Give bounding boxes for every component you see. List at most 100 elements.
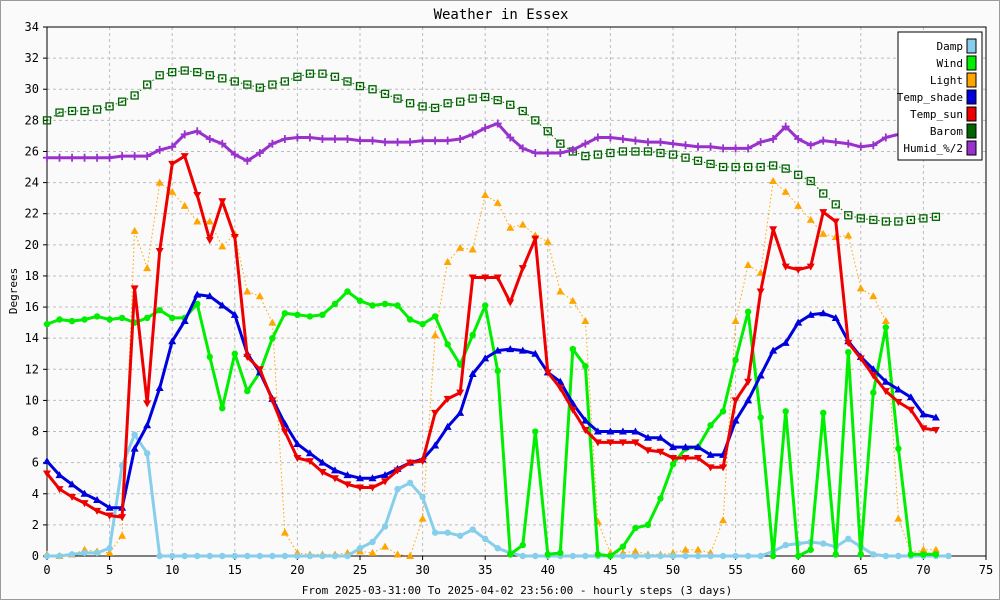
data-point bbox=[669, 461, 677, 468]
y-axis-label: Degrees bbox=[7, 268, 20, 314]
x-axis-label: From 2025-03-31:00 To 2025-04-02 23:56:0… bbox=[302, 584, 732, 597]
data-point bbox=[344, 552, 351, 560]
data-point bbox=[618, 147, 628, 156]
data-point-center bbox=[258, 86, 261, 89]
chart-title: Weather in Essex bbox=[434, 7, 569, 23]
data-point bbox=[168, 337, 177, 345]
data-point bbox=[318, 69, 327, 78]
data-point bbox=[180, 153, 189, 161]
data-point-center bbox=[634, 150, 637, 153]
data-point bbox=[431, 136, 440, 145]
data-point bbox=[657, 552, 664, 560]
data-point bbox=[593, 133, 602, 142]
data-point bbox=[205, 71, 214, 80]
data-point bbox=[456, 532, 464, 539]
data-point bbox=[681, 454, 690, 462]
data-point bbox=[143, 314, 151, 322]
data-point bbox=[493, 95, 502, 105]
legend-swatch bbox=[966, 55, 977, 71]
series-layer bbox=[42, 66, 952, 560]
legend-label: Damp bbox=[937, 40, 964, 53]
data-point-center bbox=[421, 105, 424, 108]
data-point bbox=[644, 552, 652, 560]
data-point bbox=[255, 149, 264, 158]
data-point bbox=[731, 416, 740, 424]
data-point-center bbox=[221, 77, 224, 80]
data-point bbox=[731, 162, 740, 172]
data-point bbox=[668, 150, 678, 159]
data-point bbox=[481, 191, 490, 199]
data-point bbox=[806, 141, 815, 150]
data-point bbox=[569, 552, 577, 560]
data-point bbox=[244, 387, 251, 395]
data-point bbox=[331, 552, 339, 560]
data-point bbox=[43, 470, 51, 478]
data-point bbox=[856, 284, 865, 292]
data-point bbox=[769, 346, 778, 354]
data-point bbox=[706, 450, 715, 458]
data-point bbox=[155, 248, 164, 256]
data-point bbox=[92, 105, 102, 114]
data-point bbox=[381, 138, 390, 147]
data-point bbox=[819, 189, 828, 198]
x-tick-label: 40 bbox=[541, 563, 555, 577]
data-point bbox=[832, 551, 839, 558]
data-point bbox=[456, 135, 465, 144]
data-point bbox=[706, 142, 715, 151]
data-point bbox=[431, 441, 440, 449]
data-point bbox=[831, 313, 840, 321]
data-point bbox=[343, 481, 352, 489]
data-point bbox=[844, 339, 853, 347]
series-line bbox=[46, 70, 936, 222]
data-point bbox=[118, 314, 126, 322]
data-point bbox=[180, 317, 189, 325]
legend-label: Temp_sun bbox=[910, 108, 963, 121]
data-point bbox=[656, 138, 665, 147]
data-point bbox=[143, 80, 152, 89]
data-point bbox=[506, 133, 515, 142]
data-point bbox=[794, 201, 803, 209]
data-point bbox=[305, 449, 314, 457]
data-point bbox=[356, 297, 364, 305]
data-point bbox=[193, 67, 202, 77]
data-point bbox=[118, 152, 127, 161]
data-point bbox=[418, 514, 427, 522]
data-point-center bbox=[396, 97, 399, 100]
data-point bbox=[493, 119, 502, 128]
data-point bbox=[305, 133, 314, 142]
data-point bbox=[68, 551, 76, 558]
data-point bbox=[856, 214, 865, 223]
y-tick-label: 0 bbox=[32, 549, 39, 563]
y-tick-label: 16 bbox=[25, 300, 39, 314]
series-wind bbox=[43, 288, 940, 560]
y-tick-label: 30 bbox=[25, 82, 39, 96]
data-point bbox=[280, 77, 290, 86]
data-point bbox=[794, 318, 803, 326]
data-point bbox=[268, 318, 277, 326]
data-point bbox=[794, 135, 803, 144]
data-point bbox=[281, 552, 289, 560]
data-point bbox=[769, 135, 778, 144]
data-point bbox=[368, 484, 377, 492]
y-tick-label: 2 bbox=[32, 518, 39, 532]
data-point-center bbox=[46, 119, 48, 122]
data-point bbox=[845, 348, 852, 356]
data-point bbox=[881, 388, 890, 396]
data-point bbox=[906, 215, 916, 225]
data-point bbox=[68, 480, 77, 488]
data-point bbox=[93, 549, 101, 557]
data-point-center bbox=[459, 100, 462, 103]
data-point bbox=[305, 69, 315, 78]
data-point bbox=[806, 176, 815, 186]
data-point-center bbox=[96, 108, 99, 111]
data-point bbox=[131, 431, 138, 438]
data-point bbox=[682, 552, 689, 560]
data-point bbox=[81, 316, 88, 323]
data-point bbox=[218, 74, 227, 83]
y-tick-label: 32 bbox=[25, 51, 39, 65]
data-point bbox=[919, 214, 928, 223]
data-point bbox=[631, 147, 640, 156]
data-point bbox=[393, 467, 402, 475]
data-point bbox=[519, 552, 526, 560]
data-point bbox=[118, 514, 127, 522]
